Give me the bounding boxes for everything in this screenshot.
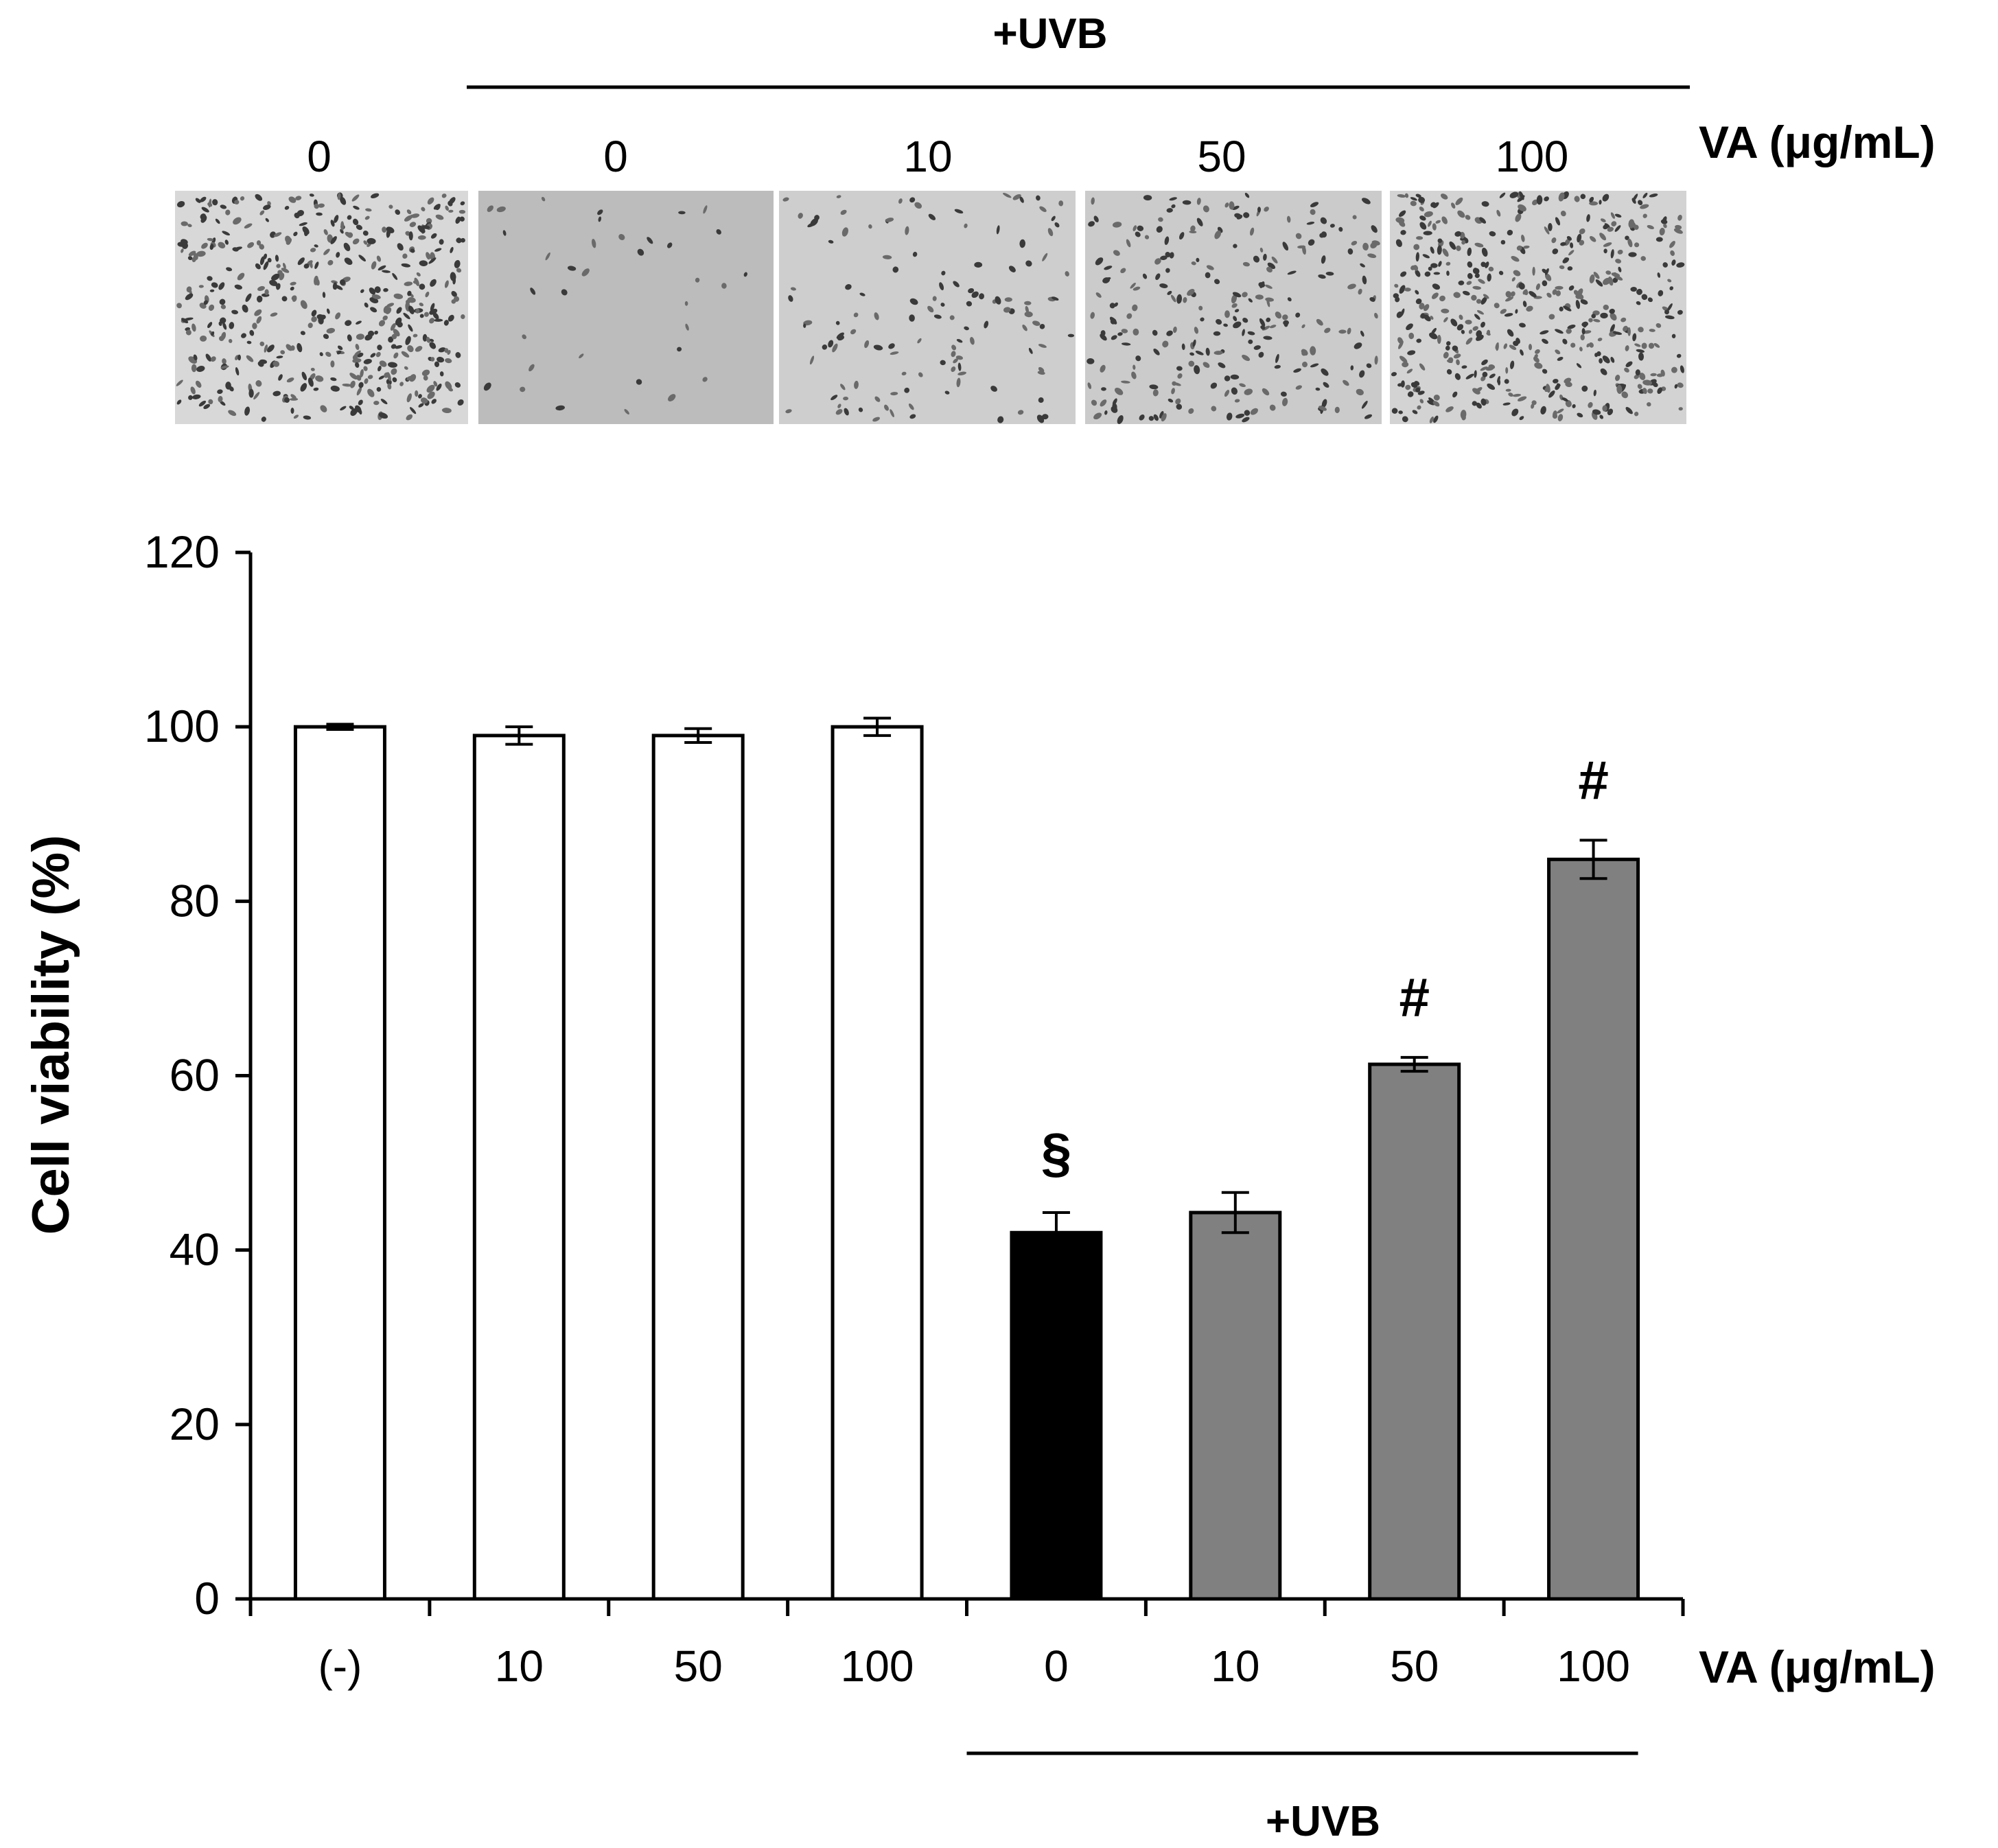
- micrograph-uvb-100-cells: [1391, 191, 1685, 423]
- x-axis-title: VA (μg/mL): [1699, 1641, 1936, 1692]
- error-bar: [1579, 839, 1607, 880]
- y-tick-label: 120: [144, 526, 220, 577]
- y-axis-title: Cell viability (%): [22, 835, 80, 1235]
- significance-mark: #: [1399, 967, 1430, 1028]
- error-bar: [1042, 1211, 1070, 1254]
- x-tick-label: 10: [495, 1641, 544, 1691]
- significance-mark: #: [1578, 749, 1609, 810]
- bar: [293, 725, 386, 1601]
- micrograph-uvb-10-cells: [782, 193, 1075, 423]
- x-tick-label: 100: [1557, 1641, 1630, 1691]
- micrograph-control: [175, 191, 468, 424]
- y-tick-label: 20: [170, 1399, 220, 1449]
- bars: [293, 725, 1640, 1601]
- y-tick-label: 60: [170, 1050, 220, 1101]
- micrograph-panel: +UVB VA (μg/mL) 0 0 10 50 100: [175, 10, 1936, 424]
- top-concentration-label: VA (μg/mL): [1699, 117, 1936, 167]
- bar: [1010, 1230, 1103, 1601]
- micrograph-uvb-0-cells: [483, 196, 747, 414]
- error-bar: [863, 716, 892, 737]
- micrograph-uvb-10-background: [779, 191, 1076, 424]
- micrograph-label: 0: [603, 132, 628, 181]
- micrograph-control-cells: [176, 192, 466, 422]
- error-bar: [1400, 1055, 1428, 1073]
- micrograph-label: 0: [307, 132, 332, 181]
- significance-marks: § # #: [1041, 749, 1609, 1183]
- micrograph-uvb-0-background: [478, 191, 774, 424]
- x-tick-label: 50: [1390, 1641, 1439, 1691]
- bar: [651, 734, 745, 1601]
- error-bar: [684, 727, 712, 745]
- bar: [1368, 1062, 1461, 1601]
- y-tick-label: 100: [144, 701, 220, 751]
- micrograph-uvb-100: [1390, 191, 1686, 424]
- x-tick-label: 0: [1044, 1641, 1069, 1691]
- bar: [472, 734, 566, 1601]
- error-bars: [326, 716, 1607, 1254]
- x-tick-label: 50: [674, 1641, 723, 1691]
- micrograph-label: 100: [1496, 132, 1569, 181]
- error-bar: [505, 725, 533, 746]
- significance-mark: §: [1041, 1122, 1072, 1183]
- error-bar: [326, 723, 354, 731]
- micrograph-uvb-50-cells: [1087, 192, 1380, 424]
- micrograph-label: 50: [1197, 132, 1246, 181]
- bar: [1189, 1210, 1282, 1601]
- x-tick-label: 10: [1211, 1641, 1259, 1691]
- micrograph-uvb-0: [478, 191, 774, 424]
- viability-bar-chart: 0 20 40 60 80 100 120 (-) 10 50 100 0 10 50 100 § # # C…: [22, 526, 1936, 1845]
- micrograph-row: [175, 191, 1686, 424]
- y-axis: 0 20 40 60 80 100 120: [144, 526, 253, 1624]
- micrograph-uvb-50: [1085, 191, 1382, 424]
- top-uvb-label: +UVB: [992, 10, 1107, 58]
- x-tick-label: 100: [841, 1641, 914, 1691]
- x-axis: (-) 10 50 100 0 10 50 100: [248, 1597, 1685, 1691]
- micrograph-labels: 0 0 10 50 100: [307, 132, 1568, 181]
- y-tick-label: 0: [194, 1573, 220, 1624]
- micrograph-label: 10: [903, 132, 952, 181]
- bar: [1547, 857, 1640, 1601]
- y-tick-label: 80: [170, 875, 220, 926]
- micrograph-uvb-10: [779, 191, 1076, 424]
- bottom-uvb-label: +UVB: [1266, 1798, 1380, 1845]
- bar: [830, 725, 924, 1601]
- x-tick-label: (-): [318, 1641, 362, 1691]
- error-bar: [1221, 1191, 1249, 1235]
- y-tick-label: 40: [170, 1224, 220, 1275]
